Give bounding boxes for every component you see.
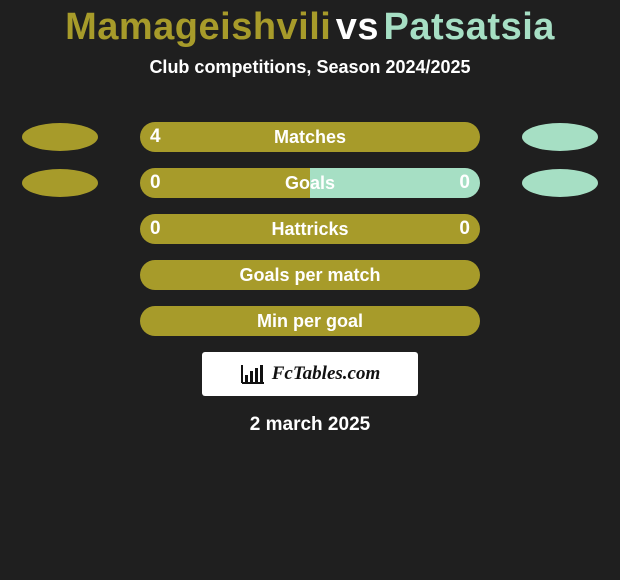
stat-value-right: 0	[459, 214, 470, 244]
stat-bar-right	[310, 168, 480, 198]
player1-badge	[22, 123, 98, 151]
player2-badge	[522, 123, 598, 151]
stat-value-left: 0	[150, 214, 161, 244]
stat-row: Min per goal	[0, 306, 620, 336]
footer-date: 2 march 2025	[0, 414, 620, 436]
title-vs: vs	[336, 6, 379, 48]
stat-bar	[140, 306, 480, 336]
player1-badge	[22, 169, 98, 197]
stat-value-right: 0	[459, 168, 470, 198]
brand-text: FcTables.com	[272, 363, 381, 385]
stat-bar-left	[140, 168, 310, 198]
bar-chart-icon	[240, 363, 266, 385]
stat-value-left: 4	[150, 122, 161, 152]
comparison-card: Mamageishvili vs Patsatsia Club competit…	[0, 0, 620, 580]
player2-name: Patsatsia	[384, 6, 555, 48]
stat-bar	[140, 122, 480, 152]
stat-bar-left	[140, 306, 480, 336]
stat-bar	[140, 168, 480, 198]
stat-bar-left	[140, 260, 480, 290]
stat-bar-left	[140, 122, 480, 152]
player2-badge	[522, 169, 598, 197]
stat-row: Goals per match	[0, 260, 620, 290]
stat-row: Goals00	[0, 168, 620, 198]
title-row: Mamageishvili vs Patsatsia	[0, 0, 620, 49]
player1-name: Mamageishvili	[65, 6, 331, 48]
stats-list: Matches4Goals00Hattricks00Goals per matc…	[0, 122, 620, 336]
brand-badge[interactable]: FcTables.com	[202, 352, 418, 396]
stat-row: Hattricks00	[0, 214, 620, 244]
stat-value-left: 0	[150, 168, 161, 198]
subtitle: Club competitions, Season 2024/2025	[0, 57, 620, 78]
stat-bar	[140, 260, 480, 290]
stat-bar-left	[140, 214, 480, 244]
stat-row: Matches4	[0, 122, 620, 152]
stat-bar	[140, 214, 480, 244]
